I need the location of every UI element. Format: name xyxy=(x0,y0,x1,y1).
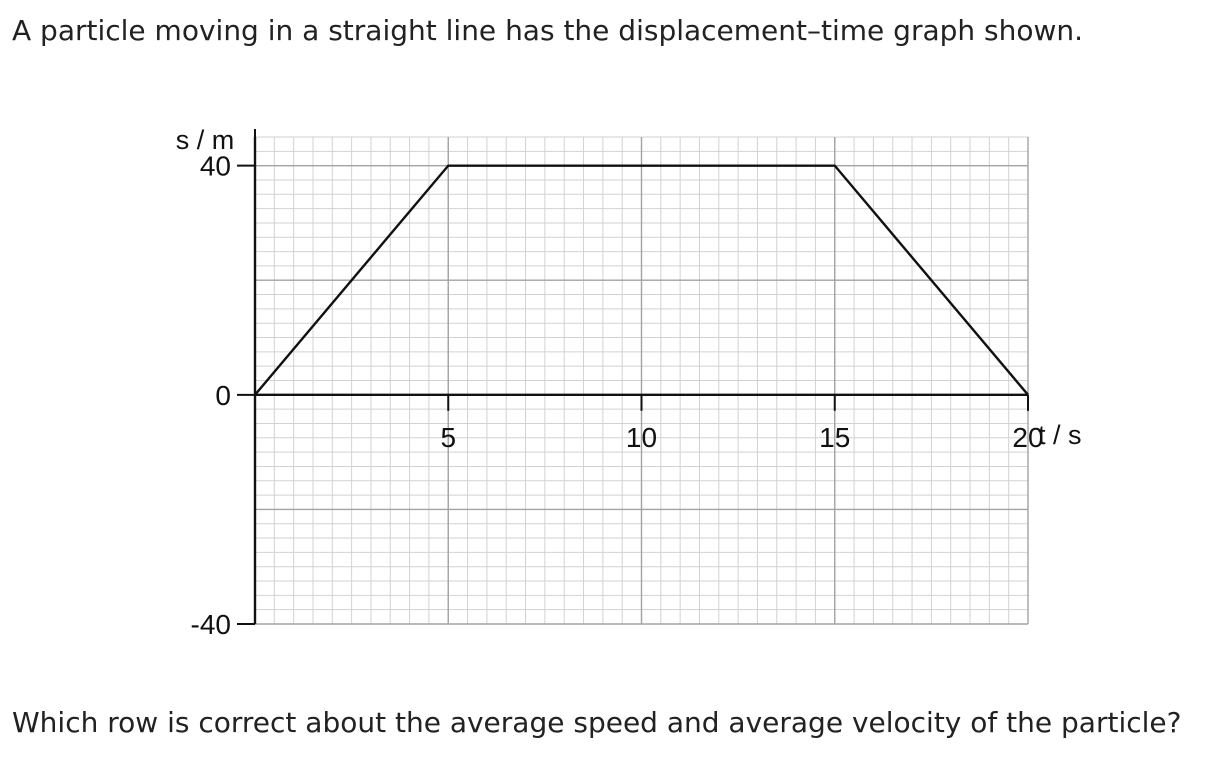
x-axis-label: t / s xyxy=(1038,420,1082,450)
x-tick-label: 10 xyxy=(626,422,657,453)
y-axis-label: s / m xyxy=(176,125,235,155)
y-tick-label: 0 xyxy=(215,380,231,411)
x-tick-label: 5 xyxy=(440,422,456,453)
y-tick-label: -40 xyxy=(191,609,231,640)
displacement-time-graph: 40 0 -40 5 10 15 20 s / m t / s xyxy=(176,125,1082,640)
series-line xyxy=(254,164,1029,396)
x-tick-label: 20 xyxy=(1012,422,1043,453)
question-intro: A particle moving in a straight line has… xyxy=(12,14,1084,47)
y-tick-label: 40 xyxy=(200,151,231,182)
ticks: 40 0 -40 5 10 15 20 xyxy=(191,129,1044,640)
question-prompt: Which row is correct about the average s… xyxy=(12,706,1182,739)
x-tick-label: 15 xyxy=(819,422,850,453)
displacement-line xyxy=(254,164,1029,396)
